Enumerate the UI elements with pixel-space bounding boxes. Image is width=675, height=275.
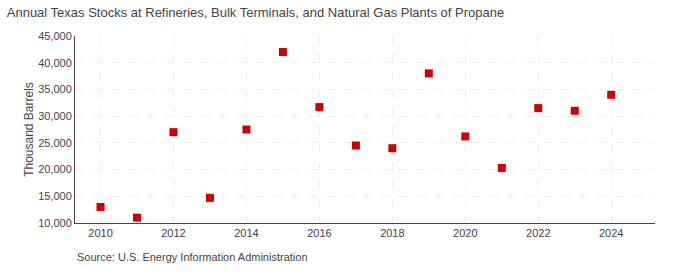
svg-text:Thousand Barrels: Thousand Barrels: [22, 82, 36, 177]
svg-text:35,000: 35,000: [38, 83, 72, 95]
svg-text:25,000: 25,000: [38, 137, 72, 149]
svg-text:Source: U.S. Energy Informatio: Source: U.S. Energy Information Administ…: [77, 251, 308, 263]
svg-text:2014: 2014: [234, 227, 258, 239]
svg-text:2018: 2018: [380, 227, 404, 239]
svg-text:2016: 2016: [307, 227, 331, 239]
svg-text:2024: 2024: [599, 227, 623, 239]
svg-text:Annual Texas Stocks at Refiner: Annual Texas Stocks at Refineries, Bulk …: [7, 5, 504, 20]
svg-text:2010: 2010: [88, 227, 112, 239]
svg-text:30,000: 30,000: [38, 110, 72, 122]
svg-text:15,000: 15,000: [38, 190, 72, 202]
svg-text:20,000: 20,000: [38, 163, 72, 175]
svg-text:45,000: 45,000: [38, 30, 72, 42]
svg-text:2012: 2012: [161, 227, 185, 239]
svg-text:2020: 2020: [453, 227, 477, 239]
svg-text:2022: 2022: [526, 227, 550, 239]
svg-text:40,000: 40,000: [38, 57, 72, 69]
svg-text:10,000: 10,000: [38, 217, 72, 229]
